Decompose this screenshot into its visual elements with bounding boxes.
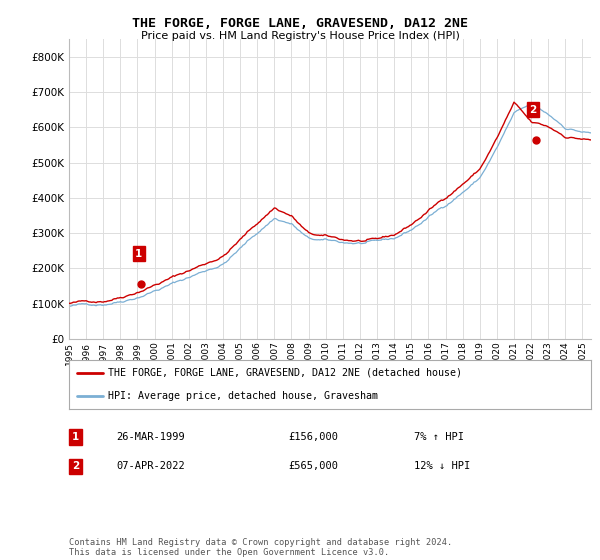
Text: 1: 1: [71, 432, 79, 442]
Text: HPI: Average price, detached house, Gravesham: HPI: Average price, detached house, Grav…: [108, 391, 378, 402]
Text: 1: 1: [135, 249, 142, 259]
Text: THE FORGE, FORGE LANE, GRAVESEND, DA12 2NE: THE FORGE, FORGE LANE, GRAVESEND, DA12 2…: [132, 17, 468, 30]
Text: Contains HM Land Registry data © Crown copyright and database right 2024.
This d: Contains HM Land Registry data © Crown c…: [69, 538, 452, 557]
Text: 07-APR-2022: 07-APR-2022: [116, 461, 185, 472]
Text: 12% ↓ HPI: 12% ↓ HPI: [413, 461, 470, 472]
Text: £565,000: £565,000: [288, 461, 338, 472]
Text: 26-MAR-1999: 26-MAR-1999: [116, 432, 185, 442]
Text: 7% ↑ HPI: 7% ↑ HPI: [413, 432, 464, 442]
Text: £156,000: £156,000: [288, 432, 338, 442]
Text: THE FORGE, FORGE LANE, GRAVESEND, DA12 2NE (detached house): THE FORGE, FORGE LANE, GRAVESEND, DA12 2…: [108, 368, 462, 378]
Text: Price paid vs. HM Land Registry's House Price Index (HPI): Price paid vs. HM Land Registry's House …: [140, 31, 460, 41]
Text: 2: 2: [71, 461, 79, 472]
Text: 2: 2: [530, 105, 537, 115]
